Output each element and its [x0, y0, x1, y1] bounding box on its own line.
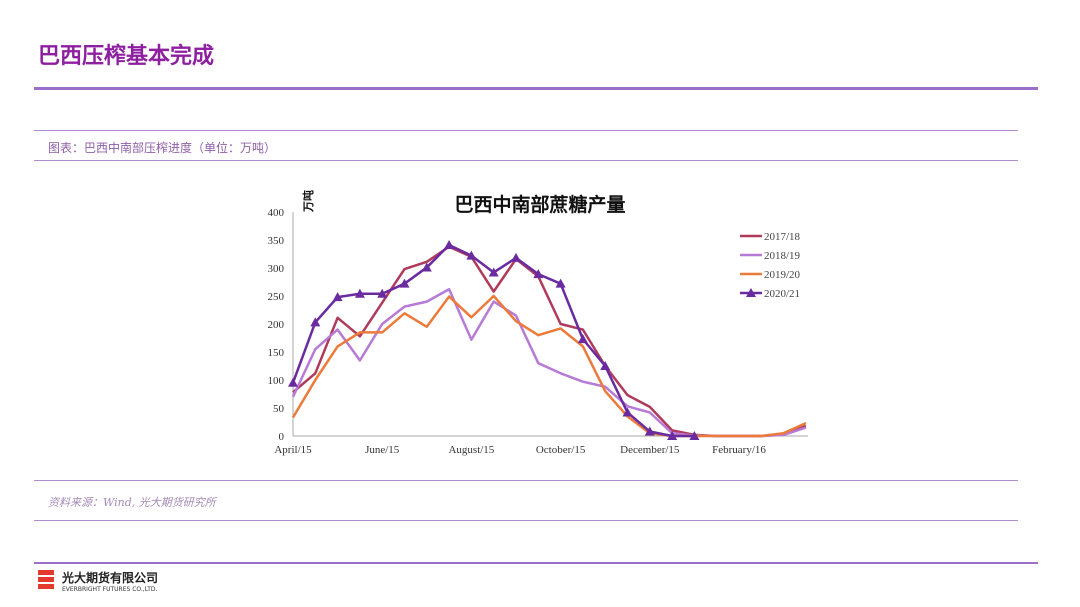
data-point-marker [622, 407, 633, 417]
data-point-marker [488, 267, 499, 277]
legend-label: 2019/20 [764, 269, 801, 281]
data-point-marker [577, 334, 588, 344]
y-axis-label: 万吨 [301, 190, 315, 213]
company-logo: 光大期货有限公司 EVERBRIGHT FUTURES CO.,LTD. [36, 568, 158, 594]
data-point-marker [555, 278, 566, 288]
series-line-2019-20 [291, 294, 807, 438]
x-tick-label: December/15 [620, 444, 680, 456]
x-tick-label: February/16 [712, 444, 766, 456]
y-tick-label: 300 [268, 263, 285, 275]
footer-divider [34, 562, 1038, 564]
page-title: 巴西压榨基本完成 [38, 44, 215, 69]
y-tick-label: 350 [268, 235, 285, 247]
figure-caption: 图表：巴西中南部压榨进度（单位：万吨） [48, 141, 277, 155]
title-divider [34, 87, 1038, 90]
y-tick-label: 200 [268, 319, 285, 331]
chart-title: 巴西中南部蔗糖产量 [454, 193, 625, 216]
x-tick-label: June/15 [365, 444, 400, 456]
data-point-marker [644, 426, 655, 436]
series-line-2018-19 [291, 288, 807, 438]
legend-label: 2020/21 [764, 288, 800, 300]
data-point-marker [667, 431, 678, 440]
x-tick-label: April/15 [274, 444, 312, 456]
logo-mark-icon [38, 570, 54, 589]
y-tick-label: 0 [279, 431, 285, 443]
y-tick-label: 100 [268, 375, 285, 387]
data-point-marker [600, 361, 611, 370]
data-point-marker [310, 317, 321, 327]
data-point-marker [421, 262, 432, 272]
legend-marker-icon [746, 288, 756, 297]
data-point-marker [399, 278, 410, 288]
data-point-marker [332, 292, 343, 302]
legend-label: 2017/18 [764, 231, 801, 243]
y-tick-label: 150 [268, 347, 285, 359]
x-tick-label: August/15 [448, 444, 494, 456]
data-point-marker [511, 252, 521, 262]
company-name-cn: 光大期货有限公司 [62, 571, 159, 585]
x-tick-label: October/15 [536, 444, 586, 456]
data-point-marker [288, 377, 298, 387]
source-bottom-divider [34, 520, 1018, 521]
series-line-2017-18 [292, 245, 807, 438]
data-point-marker [466, 250, 477, 260]
caption-top-divider [34, 130, 1018, 131]
data-point-marker [444, 240, 455, 250]
data-point-marker [533, 269, 544, 279]
y-tick-label: 400 [268, 207, 285, 219]
source-note: 资料来源：Wind, 光大期货研究所 [48, 496, 216, 509]
legend-label: 2018/19 [764, 250, 801, 262]
company-name-en: EVERBRIGHT FUTURES CO.,LTD. [62, 586, 158, 593]
data-point-marker [689, 431, 700, 440]
caption-bottom-divider [34, 160, 1018, 161]
data-point-marker [377, 288, 388, 298]
y-tick-label: 50 [273, 403, 285, 415]
data-point-marker [354, 288, 365, 298]
y-tick-label: 250 [268, 291, 285, 303]
source-top-divider [34, 480, 1018, 481]
